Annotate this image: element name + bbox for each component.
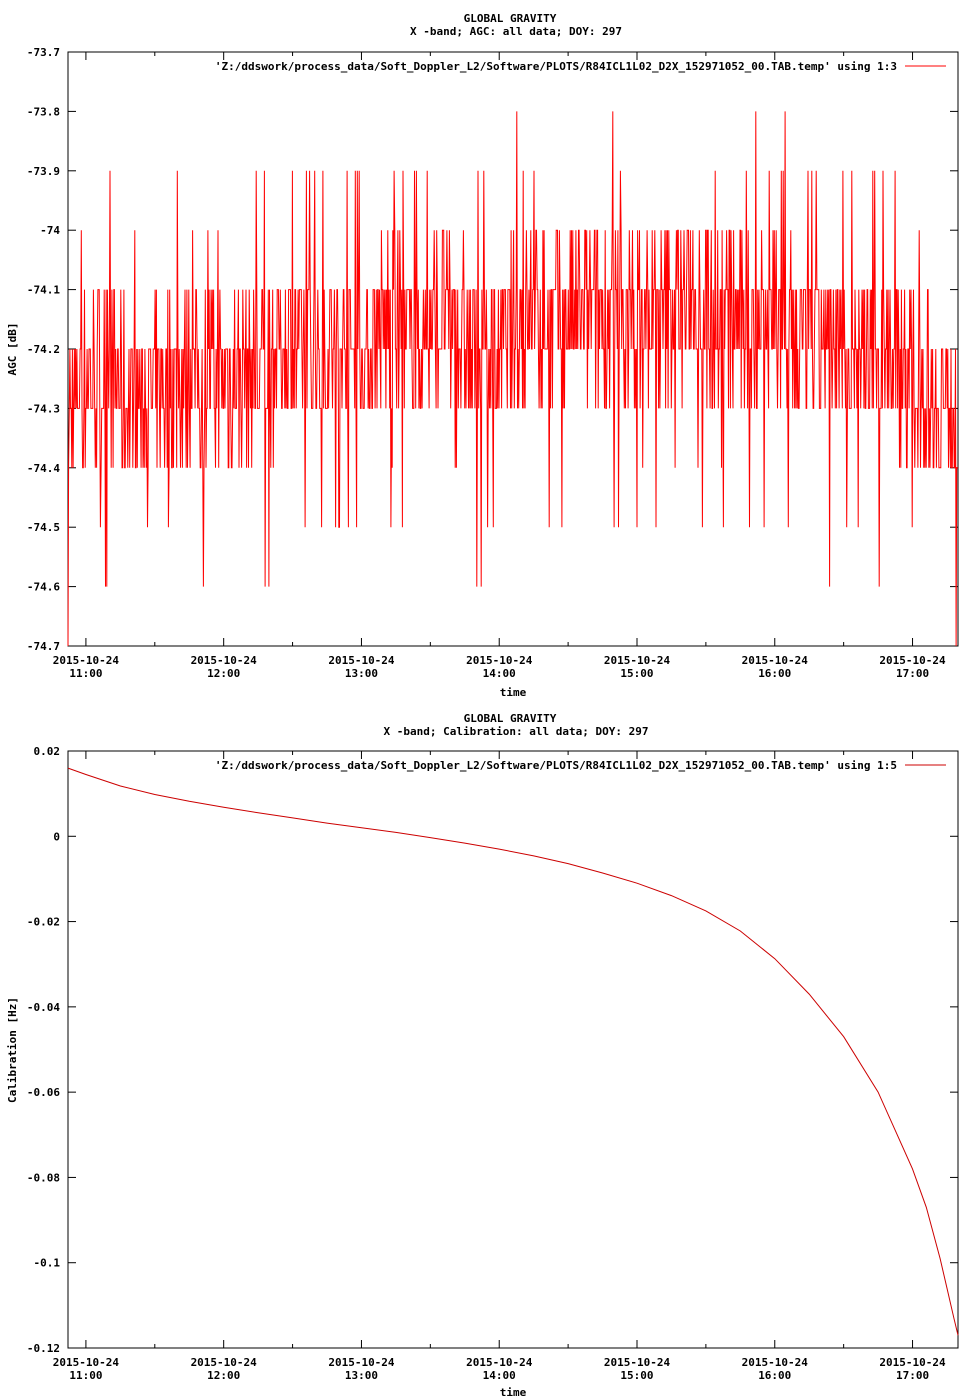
x-tick-label-time: 14:00 <box>483 667 516 680</box>
x-tick-label-time: 11:00 <box>69 1369 102 1382</box>
x-tick-label-date: 2015-10-24 <box>191 654 258 667</box>
x-tick-label-time: 14:00 <box>483 1369 516 1382</box>
agc-series-noise <box>67 111 958 647</box>
x-tick-label-date: 2015-10-24 <box>191 1356 258 1369</box>
x-axis-label: time <box>500 1386 527 1399</box>
x-tick-label-date: 2015-10-24 <box>53 1356 120 1369</box>
x-tick-label-date: 2015-10-24 <box>328 1356 395 1369</box>
agc-noise-trace <box>67 111 958 647</box>
calibration-series-line <box>67 767 959 1336</box>
y-tick-label: -74.3 <box>27 402 60 415</box>
y-axis-ticks: 0.02 0 -0.02 -0.04 -0.06 -0.08 -0.1 -0.12 <box>27 745 958 1355</box>
y-tick-label: -73.7 <box>27 46 60 59</box>
y-tick-label: -74.7 <box>27 640 60 653</box>
x-tick-label-time: 12:00 <box>207 1369 240 1382</box>
calibration-chart: GLOBAL GRAVITY X -band; Calibration: all… <box>6 712 959 1399</box>
y-tick-label: -74.4 <box>27 462 60 475</box>
x-tick-label-date: 2015-10-24 <box>466 654 533 667</box>
x-tick-label-date: 2015-10-24 <box>604 654 671 667</box>
y-axis-label: AGC [dB] <box>6 323 19 376</box>
x-tick-label-date: 2015-10-24 <box>53 654 120 667</box>
x-tick-label-date: 2015-10-24 <box>742 654 809 667</box>
y-tick-label: 0.02 <box>34 745 61 758</box>
x-tick-label-time: 15:00 <box>620 667 653 680</box>
legend-entry-label: 'Z:/ddswork/process_data/Soft_Doppler_L2… <box>215 759 897 772</box>
x-tick-label-date: 2015-10-24 <box>879 654 946 667</box>
x-tick-label-time: 15:00 <box>620 1369 653 1382</box>
x-axis-label: time <box>500 686 527 699</box>
y-tick-label: -0.08 <box>27 1171 60 1184</box>
y-tick-label: -73.9 <box>27 165 60 178</box>
x-tick-label-date: 2015-10-24 <box>879 1356 946 1369</box>
y-tick-label: -0.12 <box>27 1342 60 1355</box>
legend: 'Z:/ddswork/process_data/Soft_Doppler_L2… <box>215 759 946 772</box>
x-tick-label-date: 2015-10-24 <box>466 1356 533 1369</box>
y-tick-label: -0.06 <box>27 1086 60 1099</box>
x-axis-ticks: 2015-10-2411:002015-10-2412:002015-10-24… <box>53 751 946 1382</box>
y-tick-label: -0.04 <box>27 1001 60 1014</box>
x-tick-label-time: 13:00 <box>345 667 378 680</box>
legend: 'Z:/ddswork/process_data/Soft_Doppler_L2… <box>215 60 946 73</box>
chart-subtitle: X -band; AGC: all data; DOY: 297 <box>410 25 622 38</box>
y-tick-label: -0.02 <box>27 916 60 929</box>
x-tick-label-date: 2015-10-24 <box>604 1356 671 1369</box>
chart-title: GLOBAL GRAVITY <box>464 712 557 725</box>
x-tick-label-time: 12:00 <box>207 667 240 680</box>
plot-border <box>67 750 959 1349</box>
y-tick-label: -74.5 <box>27 521 60 534</box>
y-tick-label: -0.1 <box>34 1257 61 1270</box>
x-axis-ticks: 2015-10-2411:002015-10-2412:002015-10-24… <box>53 52 946 680</box>
y-tick-label: -74 <box>40 224 60 237</box>
y-tick-label: -74.2 <box>27 343 60 356</box>
legend-entry-label: 'Z:/ddswork/process_data/Soft_Doppler_L2… <box>215 60 897 73</box>
x-tick-label-time: 16:00 <box>758 1369 791 1382</box>
x-tick-label-time: 17:00 <box>896 1369 929 1382</box>
y-tick-label: -73.8 <box>27 105 60 118</box>
x-tick-label-date: 2015-10-24 <box>742 1356 809 1369</box>
x-tick-label-time: 17:00 <box>896 667 929 680</box>
y-axis-ticks: -73.7 -73.8 -73.9 -74 -74.1 -74.2 -74.3 -74.4 -7… <box>27 46 958 653</box>
y-tick-label: -74.1 <box>27 284 60 297</box>
x-tick-label-time: 16:00 <box>758 667 791 680</box>
chart-title: GLOBAL GRAVITY <box>464 12 557 25</box>
x-tick-label-time: 11:00 <box>69 667 102 680</box>
chart-subtitle: X -band; Calibration: all data; DOY: 297 <box>384 725 649 738</box>
agc-chart: GLOBAL GRAVITY X -band; AGC: all data; D… <box>6 12 959 699</box>
x-tick-label-time: 13:00 <box>345 1369 378 1382</box>
y-axis-label: Calibration [Hz] <box>6 997 19 1103</box>
x-tick-label-date: 2015-10-24 <box>328 654 395 667</box>
y-tick-label: -74.6 <box>27 581 60 594</box>
y-tick-label: 0 <box>53 830 60 843</box>
